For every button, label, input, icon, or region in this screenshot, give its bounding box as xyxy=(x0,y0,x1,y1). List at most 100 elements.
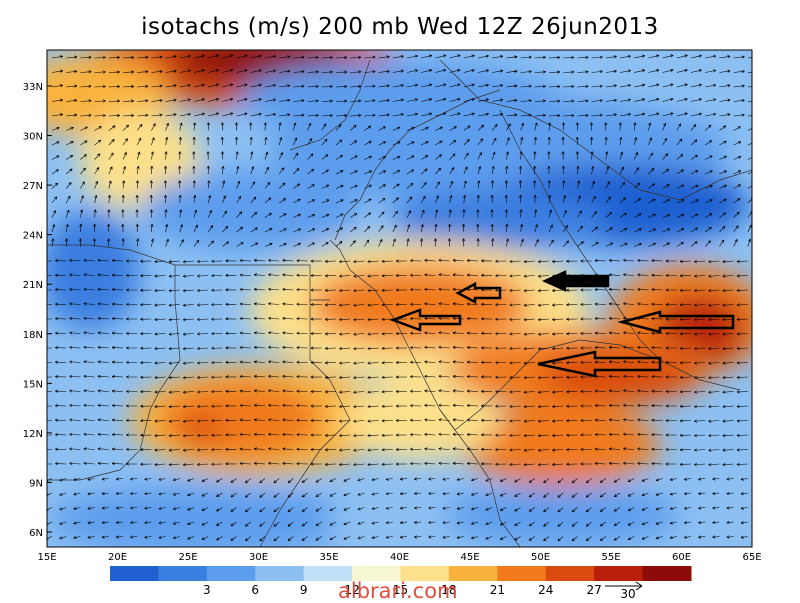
wind-vector xyxy=(97,374,109,378)
wind-vector xyxy=(435,112,447,117)
wind-vector xyxy=(537,347,550,351)
wind-vector xyxy=(108,180,112,189)
wind-vector xyxy=(613,536,621,541)
wind-vector xyxy=(679,317,692,321)
wind-vector xyxy=(637,447,649,451)
colorbar-swatch xyxy=(545,566,595,581)
wind-vector xyxy=(293,137,298,146)
wind-vector xyxy=(364,70,376,74)
wind-vector xyxy=(158,521,166,525)
wind-vector xyxy=(719,212,727,218)
wind-vector xyxy=(154,303,166,307)
wind-vector xyxy=(623,447,635,451)
wind-vector xyxy=(438,418,450,422)
wind-vector xyxy=(278,122,282,131)
wind-vector xyxy=(719,113,731,117)
wind-vector xyxy=(353,274,365,278)
wind-vector xyxy=(552,404,564,409)
wind-vector xyxy=(236,97,248,102)
wind-vector xyxy=(399,477,408,481)
wind-vector xyxy=(406,83,418,88)
wind-vector xyxy=(225,433,237,437)
wind-vector xyxy=(282,345,294,350)
wind-vector xyxy=(69,360,81,364)
wind-vector xyxy=(499,536,507,540)
wind-vector xyxy=(211,317,223,321)
wind-vector xyxy=(694,303,706,307)
wind-vector xyxy=(178,136,182,146)
wind-vector xyxy=(221,165,225,175)
wind-vector xyxy=(424,374,436,379)
wind-vector xyxy=(279,84,291,88)
wind-vector xyxy=(608,302,621,306)
wind-vector xyxy=(87,535,95,539)
wind-vector xyxy=(282,403,294,408)
wind-vector xyxy=(307,228,316,233)
wind-vector xyxy=(187,521,195,526)
wind-vector xyxy=(165,136,169,146)
colorbar-label: 24 xyxy=(538,583,553,597)
reference-arrow xyxy=(605,581,643,591)
wind-vector xyxy=(619,181,626,189)
wind-vector xyxy=(648,137,653,146)
wind-vector xyxy=(93,223,97,233)
wind-vector xyxy=(399,506,408,510)
wind-vector xyxy=(371,506,379,511)
wind-vector xyxy=(216,536,223,541)
wind-vector xyxy=(406,112,418,117)
wind-vector xyxy=(424,403,436,408)
wind-vector xyxy=(253,302,266,306)
wind-vector xyxy=(310,331,322,336)
wind-vector xyxy=(726,520,734,525)
wind-vector xyxy=(343,507,351,511)
wind-vector xyxy=(435,209,439,218)
wind-vector xyxy=(73,506,81,511)
wind-speed-field xyxy=(47,50,752,547)
wind-vector xyxy=(83,432,95,436)
wind-vector xyxy=(463,98,475,102)
lat-tick-label: 18N xyxy=(23,330,43,341)
wind-vector xyxy=(293,55,305,59)
wind-vector xyxy=(634,112,646,117)
wind-vector xyxy=(520,122,525,131)
wind-vector xyxy=(250,227,258,233)
wind-vector xyxy=(563,113,575,118)
wind-vector xyxy=(108,114,120,118)
wind-vector xyxy=(557,507,564,513)
wind-vector xyxy=(165,84,177,88)
wind-vector xyxy=(163,180,168,189)
wind-vector xyxy=(80,195,84,204)
wind-vector xyxy=(293,122,297,131)
wind-vector xyxy=(381,390,393,394)
wind-vector xyxy=(719,140,727,146)
wind-vector xyxy=(220,122,224,131)
wind-vector xyxy=(335,227,344,233)
wind-vector xyxy=(477,124,485,131)
wind-vector xyxy=(566,404,578,408)
wind-vector xyxy=(481,447,493,451)
wind-vector xyxy=(115,520,124,525)
wind-vector xyxy=(168,434,180,438)
wind-vector xyxy=(367,463,379,467)
wind-vector xyxy=(563,55,575,60)
wind-vector xyxy=(420,182,427,189)
wind-vector xyxy=(505,165,509,175)
wind-vector xyxy=(406,54,418,59)
wind-vector xyxy=(543,507,550,513)
wind-vector xyxy=(395,302,408,307)
wind-vector xyxy=(310,302,322,307)
wind-vector xyxy=(708,361,720,365)
wind-vector xyxy=(83,403,95,407)
wind-vector xyxy=(310,433,322,437)
wind-vector xyxy=(179,112,191,117)
wind-vector xyxy=(733,69,745,74)
wind-vector xyxy=(324,259,337,263)
wind-vector xyxy=(225,418,237,422)
wind-vector xyxy=(452,258,464,262)
lon-tick-label: 40E xyxy=(390,552,409,563)
wind-vector xyxy=(694,332,706,336)
wind-vector xyxy=(136,165,140,175)
wind-vector xyxy=(548,122,552,131)
wind-vector xyxy=(506,69,518,73)
